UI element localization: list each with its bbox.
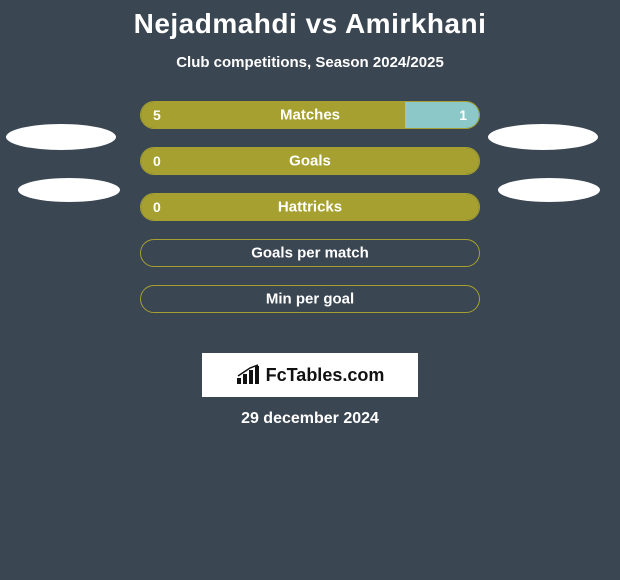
comparison-row: Min per goal [0,285,620,313]
comparison-row: 0 Goals [0,147,620,175]
bar-left-fill [141,102,405,128]
page-title: Nejadmahdi vs Amirkhani [0,0,620,40]
bar-track: Goals per match [140,239,480,267]
bar-track: Min per goal [140,285,480,313]
subtitle: Club competitions, Season 2024/2025 [0,54,620,71]
value-left: 5 [153,107,161,123]
bar-chart-mini-icon [236,364,262,386]
decorative-ellipse [18,178,120,202]
decorative-ellipse [498,178,600,202]
bar-right-fill [405,102,479,128]
decorative-ellipse [488,124,598,150]
decorative-ellipse [6,124,116,150]
metric-label: Min per goal [266,291,354,308]
bar-track: 0 Hattricks [140,193,480,221]
fctables-badge[interactable]: FcTables.com [202,353,418,397]
metric-label: Goals [289,153,331,170]
value-right: 1 [459,107,467,123]
bar-track: 5 1 Matches [140,101,480,129]
comparison-row: Goals per match [0,239,620,267]
value-left: 0 [153,199,161,215]
metric-label: Hattricks [278,199,342,216]
bar-track: 0 Goals [140,147,480,175]
badge-text: FcTables.com [266,365,385,386]
date-label: 29 december 2024 [241,410,379,428]
metric-label: Goals per match [251,245,369,262]
value-left: 0 [153,153,161,169]
metric-label: Matches [280,107,340,124]
